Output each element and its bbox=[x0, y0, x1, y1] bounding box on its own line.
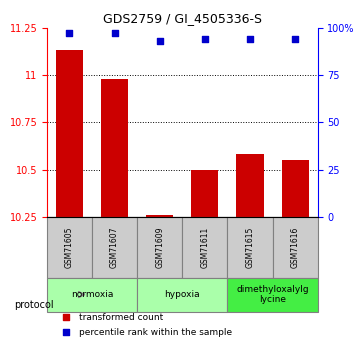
Bar bbox=[191, 170, 218, 217]
FancyBboxPatch shape bbox=[137, 277, 227, 312]
Text: protocol: protocol bbox=[14, 300, 54, 310]
Point bbox=[63, 329, 69, 335]
Bar bbox=[282, 160, 309, 217]
Text: normoxia: normoxia bbox=[71, 290, 113, 299]
Text: dimethyloxalylg
lycine: dimethyloxalylg lycine bbox=[236, 285, 309, 304]
Bar bbox=[236, 155, 264, 217]
Point bbox=[67, 30, 73, 36]
Text: GSM71605: GSM71605 bbox=[65, 226, 74, 268]
FancyBboxPatch shape bbox=[92, 217, 137, 277]
Bar bbox=[101, 79, 128, 217]
Point bbox=[112, 30, 118, 36]
FancyBboxPatch shape bbox=[227, 277, 318, 312]
Text: GSM71615: GSM71615 bbox=[245, 227, 255, 268]
FancyBboxPatch shape bbox=[137, 217, 182, 277]
Text: transformed count: transformed count bbox=[79, 313, 164, 322]
FancyBboxPatch shape bbox=[47, 217, 92, 277]
Point bbox=[292, 36, 298, 42]
Point bbox=[157, 38, 162, 43]
Point bbox=[202, 36, 208, 42]
Bar bbox=[56, 50, 83, 217]
Text: GSM71607: GSM71607 bbox=[110, 226, 119, 268]
FancyBboxPatch shape bbox=[182, 217, 227, 277]
Text: percentile rank within the sample: percentile rank within the sample bbox=[79, 328, 232, 337]
Point bbox=[63, 315, 69, 320]
Title: GDS2759 / GI_4505336-S: GDS2759 / GI_4505336-S bbox=[103, 12, 262, 25]
Text: hypoxia: hypoxia bbox=[165, 290, 200, 299]
Text: GSM71609: GSM71609 bbox=[155, 226, 164, 268]
FancyBboxPatch shape bbox=[273, 217, 318, 277]
Text: GSM71611: GSM71611 bbox=[200, 227, 209, 268]
Point bbox=[247, 36, 253, 42]
Text: GSM71616: GSM71616 bbox=[291, 227, 300, 268]
Bar bbox=[146, 215, 173, 217]
FancyBboxPatch shape bbox=[227, 217, 273, 277]
FancyBboxPatch shape bbox=[47, 277, 137, 312]
